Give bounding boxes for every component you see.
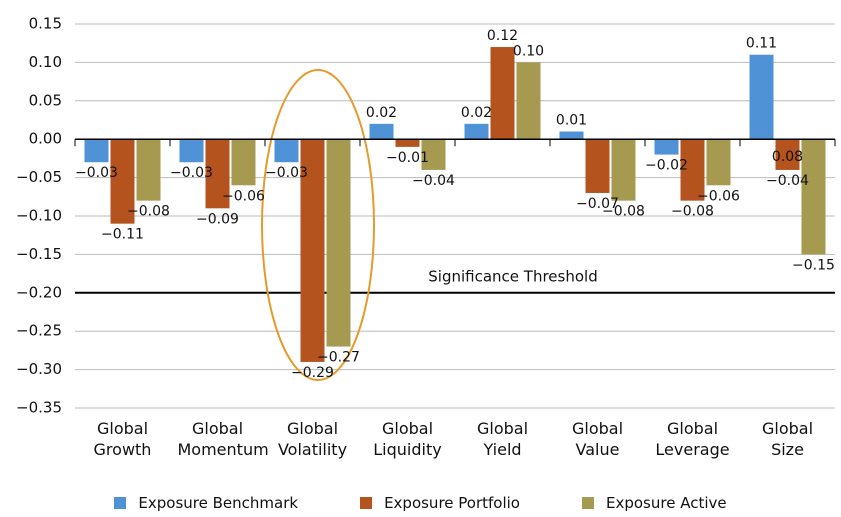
x-tick-label: Global Value — [571, 419, 624, 459]
bar — [179, 139, 204, 163]
y-tick-label: −0.05 — [16, 168, 62, 186]
legend-item: Exposure Portfolio — [360, 494, 520, 512]
y-tick-label: 0.10 — [29, 53, 62, 71]
bar — [775, 139, 800, 170]
value-label: 0.01 — [556, 113, 587, 129]
legend-item: Exposure Benchmark — [114, 494, 298, 512]
bar — [585, 139, 610, 193]
y-tick-label: 0.15 — [29, 15, 62, 33]
y-tick-label: −0.35 — [16, 399, 62, 417]
bar — [680, 139, 705, 201]
bar — [464, 123, 489, 140]
value-label: −0.03 — [170, 165, 213, 181]
x-tick-label: Global Yield — [476, 419, 529, 459]
value-label: −0.08 — [671, 204, 714, 220]
legend-label: Exposure Active — [605, 494, 727, 512]
value-label: 0.02 — [461, 105, 492, 121]
bar — [84, 139, 109, 163]
bar — [326, 139, 351, 347]
bar — [300, 139, 325, 362]
bar — [110, 139, 135, 224]
legend-label: Exposure Portfolio — [384, 494, 520, 512]
value-label: 0.10 — [513, 43, 544, 59]
value-label: −0.04 — [766, 173, 809, 189]
y-tick-label: −0.25 — [16, 322, 62, 340]
bar — [274, 139, 299, 163]
bar — [421, 139, 446, 170]
bar — [654, 139, 679, 155]
x-tick-label: Global Leverage — [655, 419, 730, 459]
x-tick-label: Global Growth — [93, 419, 152, 459]
annotation: 0.08 — [772, 149, 803, 165]
y-tick-label: 0.05 — [29, 91, 62, 109]
bar — [516, 62, 541, 140]
x-tick-label: Global Momentum — [177, 419, 269, 459]
y-tick-label: −0.10 — [16, 207, 62, 225]
value-label: −0.02 — [645, 158, 688, 174]
value-label: −0.04 — [412, 173, 455, 189]
y-tick-label: 0.00 — [29, 130, 62, 148]
value-label: −0.06 — [222, 188, 265, 204]
x-tick-label: Global Liquidity — [373, 419, 442, 459]
bar — [706, 139, 731, 186]
legend-swatch — [581, 497, 594, 509]
bar — [231, 139, 256, 186]
bar — [369, 123, 394, 140]
legend-item: Exposure Active — [581, 494, 727, 512]
legend-label: Exposure Benchmark — [138, 494, 299, 512]
bar — [749, 54, 774, 140]
legend-swatch — [114, 497, 127, 509]
x-tick-label: Global Volatility — [277, 419, 348, 459]
bar — [559, 131, 584, 140]
y-tick-label: −0.30 — [16, 360, 62, 378]
value-label: −0.08 — [602, 204, 645, 220]
value-label: 0.11 — [746, 36, 777, 52]
value-label: 0.02 — [366, 105, 397, 121]
value-label: −0.07 — [576, 196, 619, 212]
y-tick-label: −0.15 — [16, 245, 62, 263]
legend: Exposure Benchmark Exposure Portfolio Expo… — [0, 494, 841, 512]
bar — [611, 139, 636, 201]
bar — [490, 47, 515, 140]
value-label: 0.12 — [487, 28, 518, 44]
y-tick-label: −0.20 — [16, 283, 62, 301]
bar — [136, 139, 161, 201]
value-label: −0.27 — [317, 350, 360, 366]
bar — [801, 139, 826, 255]
value-label: −0.03 — [265, 165, 308, 181]
value-label: −0.29 — [291, 365, 334, 381]
legend-swatch — [360, 497, 373, 509]
value-label: −0.11 — [101, 227, 144, 243]
x-tick-label: Global Size — [761, 419, 814, 459]
highlight-ellipse — [261, 69, 375, 381]
value-label: −0.15 — [792, 257, 835, 273]
value-label: −0.09 — [196, 211, 239, 227]
value-label: −0.03 — [75, 165, 118, 181]
value-label: −0.01 — [386, 150, 429, 166]
value-label: −0.06 — [697, 188, 740, 204]
value-label: −0.08 — [127, 204, 170, 220]
bar — [395, 139, 420, 147]
threshold-label: Significance Threshold — [428, 267, 597, 285]
bar — [205, 139, 230, 209]
